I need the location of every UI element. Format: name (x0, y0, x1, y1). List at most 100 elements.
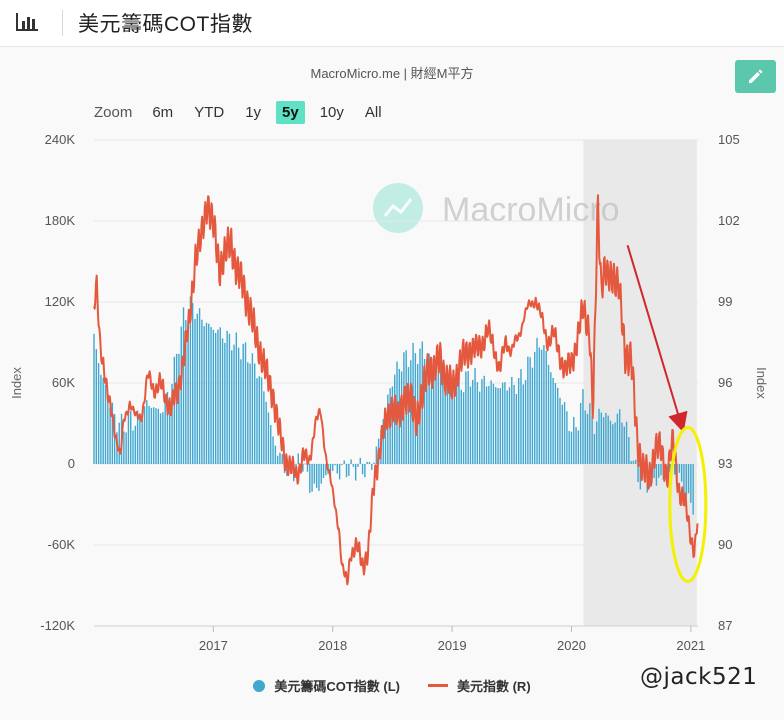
cot-bar (630, 461, 632, 464)
cot-bar (499, 388, 502, 464)
cot-bar (263, 391, 265, 464)
cot-bar (265, 401, 267, 464)
cot-bar (492, 383, 495, 464)
watermark-text: MacroMicro (442, 191, 620, 229)
cot-bar (224, 342, 226, 464)
cot-bar (455, 382, 458, 464)
cot-bar (513, 384, 515, 464)
cot-bar (205, 322, 208, 464)
cot-bar (632, 460, 635, 464)
cot-bar (483, 375, 485, 464)
cot-bar (182, 307, 185, 464)
cot-bar (680, 464, 683, 482)
cot-bar (400, 371, 403, 464)
cot-bar (540, 349, 543, 464)
cot-bar (460, 389, 462, 464)
cot-bar (600, 412, 603, 464)
cot-bar (458, 375, 460, 464)
y-right-tick-label: 99 (718, 294, 732, 309)
cot-bar (97, 363, 100, 464)
cot-bar (674, 464, 676, 475)
cot-bar (104, 384, 107, 464)
zoom-1y-button[interactable]: 1y (245, 103, 262, 121)
cot-bar (522, 384, 524, 464)
cot-bar (332, 464, 334, 471)
cot-bar (478, 391, 481, 464)
cot-bar (237, 347, 240, 464)
cot-bar (384, 407, 387, 464)
cot-bar (373, 462, 375, 464)
cot-bar (382, 419, 384, 464)
cot-bar (410, 360, 412, 464)
x-tick-label: 2018 (318, 638, 347, 653)
cot-bar (311, 464, 313, 492)
cot-bar (474, 368, 476, 464)
y-right-tick-label: 102 (718, 213, 740, 228)
cot-bar (201, 319, 203, 464)
cot-bar (221, 338, 224, 464)
x-tick-label: 2019 (438, 638, 467, 653)
cot-bar (352, 464, 355, 467)
cot-bar (130, 411, 132, 464)
zoom-10y-button[interactable]: 10y (319, 103, 344, 121)
cot-bar (508, 387, 511, 464)
y-left-axis-title: Index (9, 367, 24, 399)
edit-button[interactable] (735, 60, 776, 93)
cot-bar (123, 431, 125, 464)
cot-bar (658, 464, 660, 478)
cot-bar (550, 372, 552, 464)
zoom-ytd-button[interactable]: YTD (194, 103, 225, 121)
cot-bar (270, 425, 272, 464)
cot-bar (132, 430, 134, 464)
y-right-tick-label: 90 (718, 537, 732, 552)
cot-bar (497, 388, 499, 464)
cot-bar (95, 349, 97, 464)
cot-bar (208, 323, 210, 464)
cot-bar (444, 374, 446, 464)
cot-bar (451, 379, 453, 464)
cot-bar (150, 407, 153, 464)
cot-bar (536, 337, 538, 464)
cot-bar (449, 371, 451, 464)
cot-bar (582, 389, 584, 464)
cot-bar (623, 426, 625, 464)
cot-bar (258, 376, 260, 464)
cot-bar (430, 357, 433, 464)
zoom-all-button[interactable]: All (364, 103, 382, 121)
zoom-6m-button[interactable]: 6m (152, 103, 174, 121)
cot-bar (228, 333, 231, 464)
cot-bar (428, 353, 430, 464)
cot-bar (504, 382, 506, 464)
legend-item-cot[interactable]: 美元籌碼COT指數 (L) (253, 676, 400, 695)
zoom-bar: Zoom 6m YTD 1y 5y 10y All (94, 98, 397, 126)
cot-bar (281, 454, 283, 464)
cot-bar (338, 464, 341, 480)
cot-bar (302, 464, 304, 472)
cot-bar (678, 464, 681, 473)
cot-bar (605, 413, 607, 464)
cot-bar (469, 386, 472, 464)
cot-bar (203, 326, 205, 464)
cot-bar (547, 364, 550, 464)
cot-bar (189, 296, 192, 464)
cot-bar (139, 416, 141, 464)
cot-bar (481, 379, 483, 464)
macromicro-watermark: MacroMicro (373, 183, 620, 233)
cot-bar (527, 356, 529, 464)
cot-bar (279, 452, 281, 464)
page-title: 美元籌碼COT指數 (78, 13, 253, 36)
cot-bar (534, 351, 536, 464)
cot-bar (407, 367, 410, 464)
cot-bar (109, 407, 111, 464)
cot-bar (598, 408, 600, 464)
cot-bar (212, 329, 215, 464)
cot-bar (148, 406, 150, 464)
cot-bar (437, 363, 440, 464)
cot-bar (240, 359, 242, 464)
zoom-5y-button[interactable]: 5y (276, 100, 305, 124)
cot-bar (433, 365, 435, 464)
legend-item-dxy[interactable]: 美元指數 (R) (427, 676, 531, 695)
cot-bar (495, 387, 497, 464)
cot-bar (561, 404, 563, 464)
